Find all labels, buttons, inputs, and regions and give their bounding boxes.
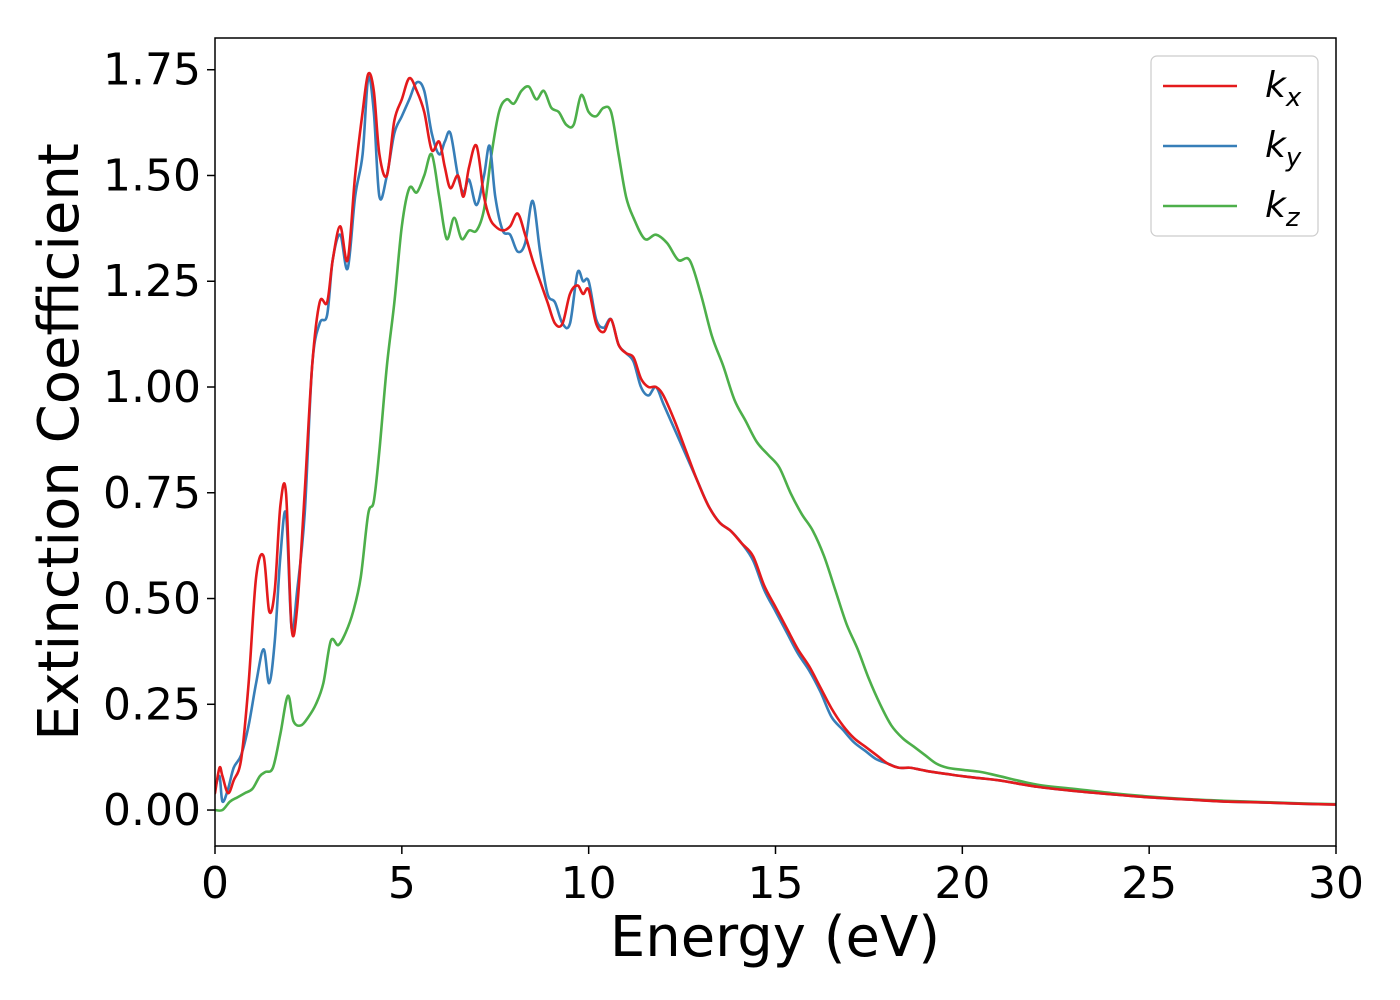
y-tick-label: 1.75: [103, 45, 201, 96]
x-tick-label: 5: [388, 858, 416, 909]
legend-label-subscript: y: [1285, 143, 1302, 173]
legend-label-subscript: z: [1285, 203, 1301, 233]
x-tick-label: 15: [748, 858, 804, 909]
y-axis-title: Extinction Coefficient: [27, 143, 92, 741]
y-tick-label: 0.75: [103, 468, 201, 519]
legend-label-x: kx: [1265, 65, 1302, 113]
y-tick-label: 1.00: [103, 362, 201, 413]
x-tick-label: 30: [1308, 858, 1364, 909]
y-tick-label: 0.00: [103, 785, 201, 836]
legend-label-main: k: [1265, 65, 1288, 106]
legend-label-z: kz: [1265, 185, 1301, 233]
x-tick-label: 25: [1121, 858, 1177, 909]
x-tick-label: 20: [934, 858, 990, 909]
legend-label-y: ky: [1265, 125, 1302, 173]
legend-label-main: k: [1265, 185, 1288, 226]
series-line-x: [215, 71, 1336, 806]
legend-label-subscript: x: [1285, 83, 1302, 113]
y-tick-label: 0.25: [103, 679, 201, 730]
x-tick-label: 0: [201, 858, 229, 909]
y-tick-label: 0.50: [103, 574, 201, 625]
series-line-z: [215, 85, 1336, 812]
legend-label-main: k: [1265, 125, 1288, 166]
y-tick-label: 1.50: [103, 150, 201, 201]
series-lines: [215, 71, 1336, 812]
y-tick-label: 1.25: [103, 256, 201, 307]
x-axis-ticks: 0 5 10 15 20 25 30: [201, 846, 1364, 909]
x-tick-label: 10: [561, 858, 617, 909]
y-axis-ticks: 0.00 0.25 0.50 0.75 1.00 1.25 1.50 1.75: [103, 45, 215, 836]
x-axis-title: Energy (eV): [610, 905, 940, 970]
